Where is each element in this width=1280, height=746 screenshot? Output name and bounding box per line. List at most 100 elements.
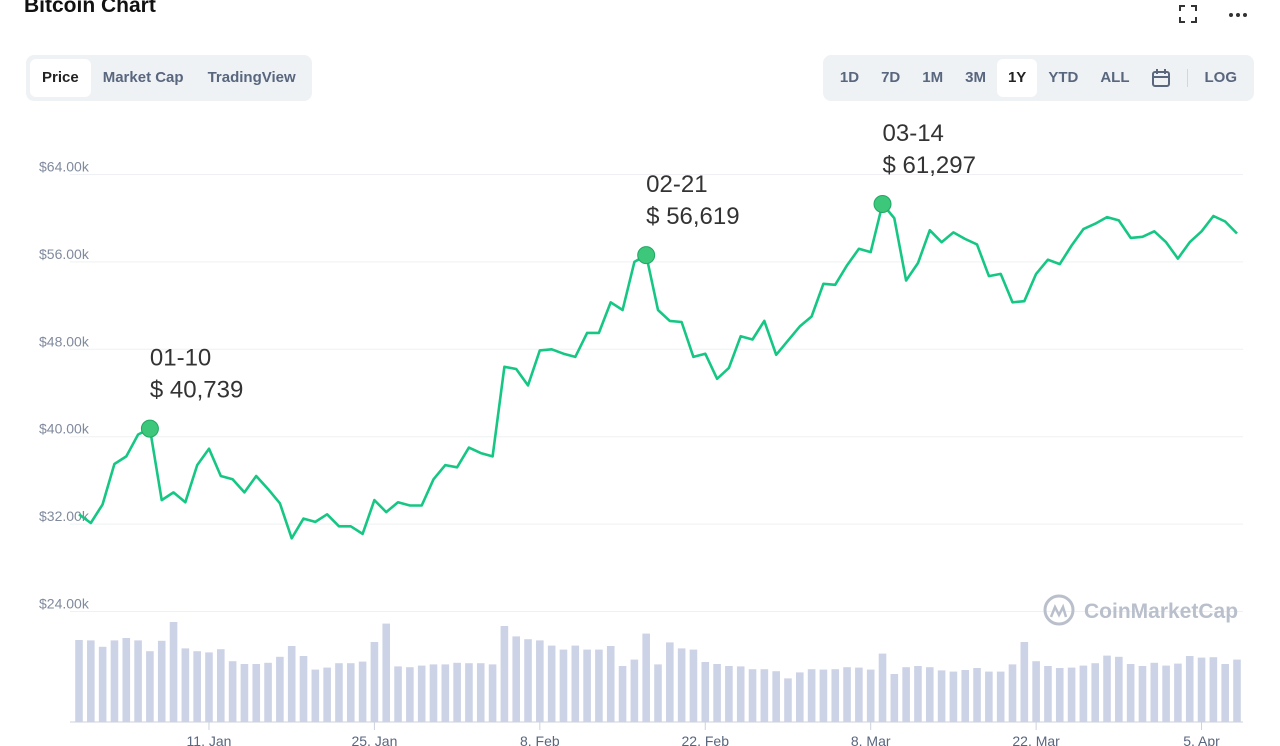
volume-bar — [524, 639, 532, 722]
y-tick-label: $40.00k — [39, 421, 90, 437]
annotation-price: $ 56,619 — [646, 203, 739, 230]
volume-bar — [476, 663, 485, 722]
volume-bar — [630, 659, 639, 722]
more-icon[interactable] — [1226, 2, 1250, 26]
volume-bar — [772, 671, 780, 722]
volume-bar — [287, 646, 296, 722]
volume-bar — [878, 653, 887, 722]
volume-bar — [925, 667, 934, 722]
log-toggle[interactable]: LOG — [1204, 69, 1238, 86]
volume-bar — [1055, 668, 1064, 722]
watermark-text: CoinMarketCap — [1084, 600, 1238, 623]
volume-bar — [559, 649, 568, 722]
volume-bar — [713, 664, 721, 722]
volume-bar — [134, 640, 142, 722]
volume-bar — [346, 663, 355, 722]
volume-bar — [902, 667, 910, 722]
fullscreen-icon[interactable] — [1176, 2, 1200, 26]
range-3m[interactable]: 3M — [965, 69, 986, 86]
time-range-selector: 1D 7D 1M 3M 1Y YTD ALL LOG — [822, 55, 1254, 101]
top-icons — [1176, 2, 1250, 26]
volume-bar — [512, 636, 521, 722]
volume-bar — [914, 666, 922, 722]
volume-bar — [500, 626, 509, 722]
volume-bar — [1091, 663, 1100, 722]
calendar-icon[interactable] — [1141, 59, 1181, 97]
page-title: Bitcoin Chart — [24, 0, 156, 17]
volume-bar — [1126, 664, 1135, 722]
volume-bar — [1138, 666, 1147, 722]
volume-bar — [890, 674, 899, 722]
volume-bar — [1209, 657, 1218, 722]
x-tick-label: 5. Apr — [1183, 733, 1220, 746]
annotation-date: 03-14 — [883, 120, 944, 147]
volume-bar — [429, 664, 438, 722]
volume-bar — [654, 664, 662, 722]
volume-bar — [642, 633, 650, 722]
y-tick-label: $48.00k — [39, 333, 90, 349]
volume-bar — [985, 671, 993, 722]
volume-bar — [370, 642, 379, 722]
volume-bar — [417, 665, 426, 722]
volume-bar — [169, 622, 178, 722]
volume-bar — [323, 667, 331, 722]
range-ytd[interactable]: YTD — [1048, 69, 1079, 86]
volume-bar — [689, 649, 698, 722]
data-point-marker — [637, 246, 656, 265]
range-1y[interactable]: 1Y — [996, 59, 1038, 97]
volume-bar — [595, 649, 603, 722]
y-tick-label: $24.00k — [39, 596, 90, 612]
volume-bar — [866, 669, 875, 722]
volume-bar — [441, 664, 450, 722]
range-1d[interactable]: 1D — [839, 69, 860, 86]
divider — [1186, 69, 1188, 87]
volume-bar — [843, 667, 851, 722]
volume-bar — [536, 640, 544, 722]
tab-price[interactable]: Price — [30, 59, 91, 97]
x-tick-label: 11. Jan — [187, 733, 232, 746]
volume-bar — [949, 671, 958, 722]
volume-bar — [855, 667, 863, 722]
tab-tradingview[interactable]: TradingView — [207, 69, 296, 86]
x-tick-label: 8. Mar — [851, 733, 891, 746]
volume-bar — [311, 669, 320, 722]
range-1m[interactable]: 1M — [922, 69, 944, 86]
annotation-price: $ 61,297 — [883, 152, 976, 179]
volume-bar — [193, 651, 201, 722]
volume-bar — [748, 669, 757, 722]
volume-bar — [488, 664, 497, 722]
y-tick-label: $64.00k — [39, 159, 90, 175]
annotation-date: 02-21 — [646, 171, 707, 198]
volume-bar — [1150, 662, 1159, 722]
volume-bar — [75, 640, 83, 722]
volume-bar — [547, 645, 556, 722]
volume-bar — [973, 668, 981, 722]
volume-bar — [98, 646, 107, 722]
volume-bar — [784, 678, 792, 722]
data-point-marker — [140, 419, 159, 438]
volume-bar — [736, 666, 745, 722]
volume-bar — [1233, 659, 1241, 722]
annotation-date: 01-10 — [150, 345, 211, 372]
volume-bar — [264, 662, 272, 722]
volume-bar — [1079, 665, 1088, 722]
volume-bar — [666, 642, 674, 722]
volume-bar — [583, 649, 591, 722]
volume-bar — [701, 662, 710, 722]
y-tick-label: $56.00k — [39, 246, 90, 262]
volume-bar — [358, 661, 367, 722]
volume-bar — [406, 667, 414, 722]
range-7d[interactable]: 7D — [881, 69, 901, 86]
volume-bar — [831, 669, 840, 722]
x-tick-label: 25. Jan — [351, 733, 397, 746]
range-all[interactable]: ALL — [1100, 69, 1130, 86]
volume-bar — [1221, 664, 1229, 722]
volume-bar — [618, 666, 627, 722]
volume-bar — [996, 671, 1005, 722]
volume-bar — [807, 669, 816, 722]
volume-bar — [1044, 666, 1052, 722]
volume-bar — [181, 648, 190, 722]
y-tick-label: $32.00k — [39, 508, 90, 524]
tab-market-cap[interactable]: Market Cap — [102, 69, 184, 86]
